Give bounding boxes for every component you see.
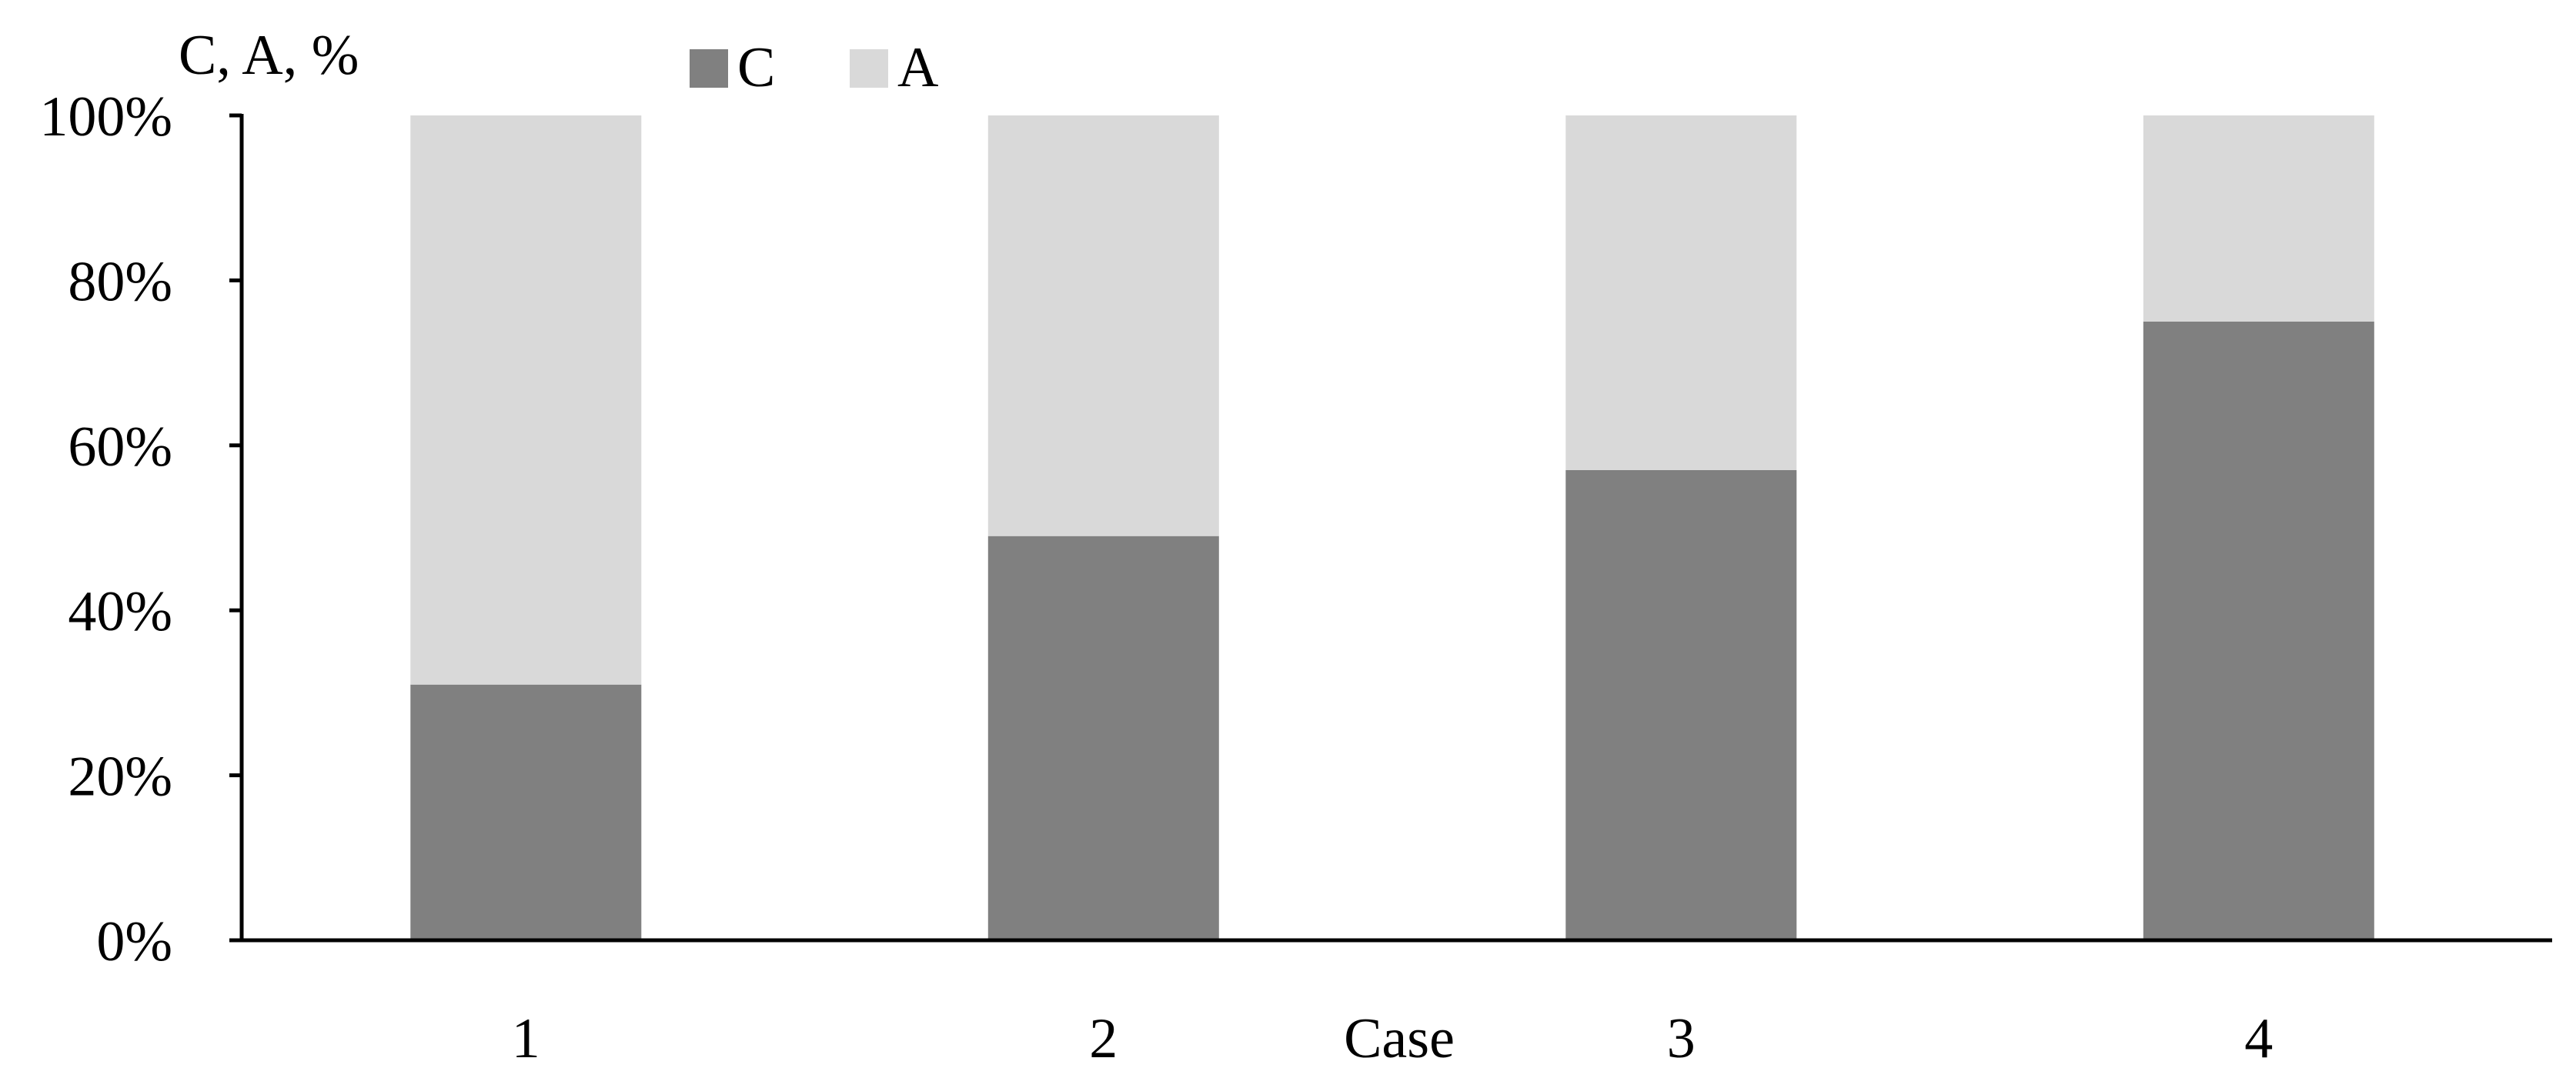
legend-swatch-a [850, 49, 888, 88]
bar-c-case-3 [1565, 470, 1797, 940]
bar-c-case-2 [987, 536, 1219, 940]
x-tick-label: 4 [2244, 1007, 2273, 1070]
bar-a-case-4 [2143, 115, 2374, 322]
x-axis-label: Case [1344, 1007, 1455, 1070]
y-tick-label: 0% [96, 910, 172, 973]
bar-a-case-2 [987, 115, 1219, 536]
bar-a-case-1 [410, 115, 642, 685]
x-ticks-layer: 1 2 3 4 [512, 1007, 2274, 1070]
bars-layer [410, 115, 2374, 940]
y-tick-label: 80% [68, 250, 172, 313]
bar-c-case-4 [2143, 322, 2374, 940]
legend-label-a: A [897, 36, 938, 99]
bar-a-case-3 [1565, 115, 1797, 470]
y-tick-label: 40% [68, 580, 172, 643]
y-ticks-layer: 0% 20% 40% 60% 80% 100% [39, 85, 242, 973]
legend-label-c: C [737, 36, 775, 99]
x-tick-label: 1 [512, 1007, 540, 1070]
y-axis-label: C, A, % [179, 24, 359, 87]
x-tick-label: 2 [1089, 1007, 1118, 1070]
y-tick-label: 60% [68, 416, 172, 479]
legend-swatch-c [690, 49, 728, 88]
y-tick-label: 100% [39, 85, 172, 149]
bar-c-case-1 [410, 684, 642, 940]
y-tick-label: 20% [68, 746, 172, 809]
axes-layer [239, 114, 2552, 943]
x-tick-label: 3 [1667, 1007, 1696, 1070]
